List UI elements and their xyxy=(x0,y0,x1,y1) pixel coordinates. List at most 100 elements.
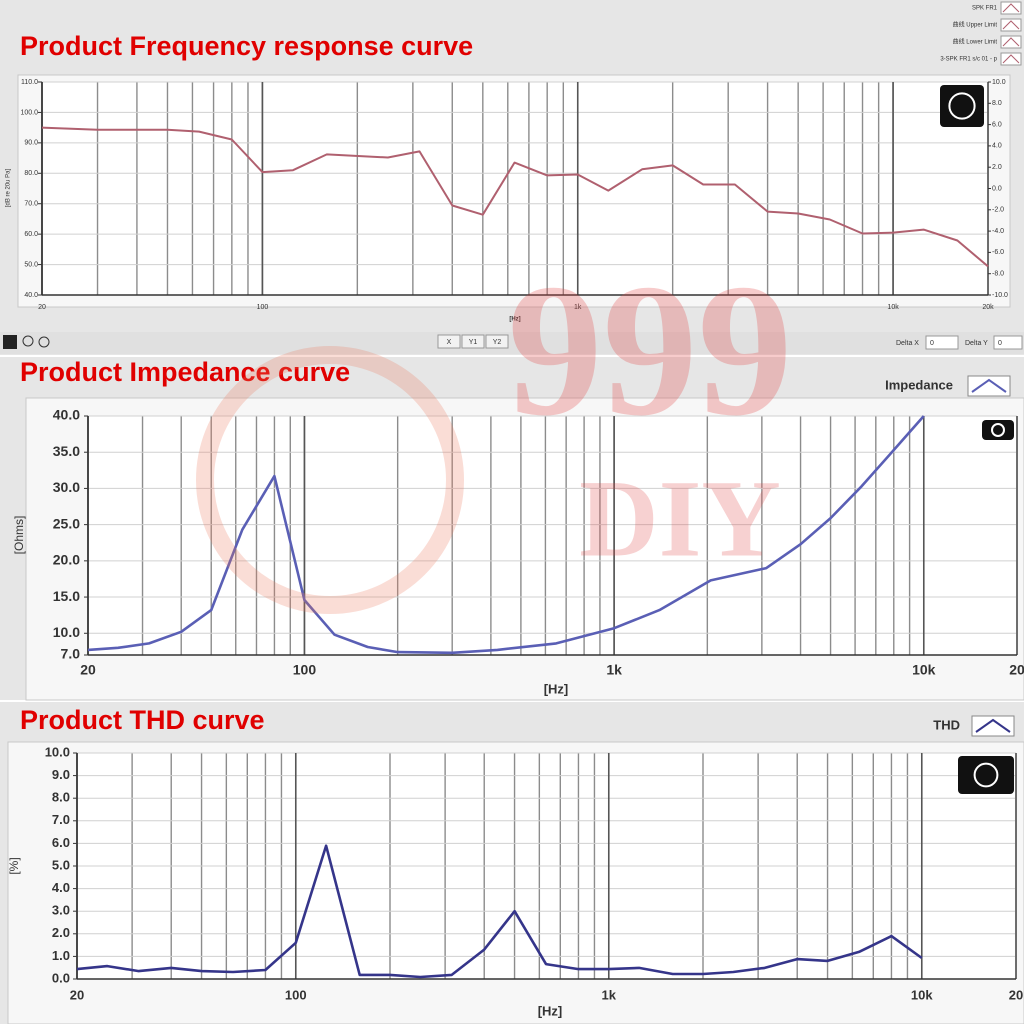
watermark-number: 999 xyxy=(508,246,793,456)
watermark-brand: DIY xyxy=(579,457,781,579)
legend-icon xyxy=(1000,18,1022,32)
toolbar xyxy=(0,332,1024,354)
x-tick-label: 100 xyxy=(257,304,269,311)
toolbar-button[interactable] xyxy=(485,334,509,349)
legend-swatch xyxy=(1002,20,1020,30)
chart-title: Product THD curve xyxy=(20,705,265,735)
y-tick-label: 5.0 xyxy=(52,857,70,872)
y-tick-label: 40.0 xyxy=(53,407,80,423)
y2-tick-label: -4.0 xyxy=(992,228,1004,235)
y2-tick-label: 8.0 xyxy=(992,100,1002,107)
y-tick-label: 8.0 xyxy=(52,790,70,805)
y-tick-label: 70.0 xyxy=(24,201,38,208)
cursor-tool[interactable] xyxy=(3,335,17,349)
y2-tick-label: 6.0 xyxy=(992,121,1002,128)
legend-icon xyxy=(1000,1,1022,15)
zoom-tool[interactable] xyxy=(22,335,34,347)
y-tick-label: 10.0 xyxy=(53,624,80,640)
y-tick-label: 50.0 xyxy=(24,261,38,268)
view-icon xyxy=(982,420,1014,440)
y-tick-label: 110.0 xyxy=(21,79,38,86)
legend-label: 3-SPK FR1 s/c 01 - p xyxy=(940,57,997,63)
x-tick-label: 100 xyxy=(285,987,307,1002)
x-tick-label: 20 xyxy=(80,662,96,678)
x-axis-label: [Hz] xyxy=(538,1003,563,1018)
y-tick-label: 30.0 xyxy=(53,479,80,495)
legend-swatch xyxy=(971,378,1007,393)
legend-label: 曲线 Upper Limit xyxy=(953,21,998,29)
delta-x-box[interactable] xyxy=(925,335,959,350)
y-tick-label: 2.0 xyxy=(52,925,70,940)
delta-x-value: 0 xyxy=(930,340,934,347)
x-axis-label: [Hz] xyxy=(509,317,520,323)
view-icon-head xyxy=(948,92,976,120)
y-tick-label: 20.0 xyxy=(53,552,80,568)
x-tick-label: 10k xyxy=(887,304,899,311)
delta-y-value: 0 xyxy=(998,340,1002,347)
legend-label: 曲线 Lower Limit xyxy=(953,38,998,46)
y2-tick-label: -6.0 xyxy=(992,249,1004,256)
legend-icon xyxy=(1000,35,1022,49)
y2-tick-label: 0.0 xyxy=(992,185,1002,192)
x-tick-label: 10k xyxy=(911,987,933,1002)
y-tick-label: 0.0 xyxy=(52,970,70,985)
series-line xyxy=(76,844,923,979)
delta-y-label: Delta Y xyxy=(965,340,988,347)
series-line xyxy=(41,126,989,268)
toolbar-button[interactable] xyxy=(437,334,461,349)
y-axis-label: [Ohms] xyxy=(12,516,26,555)
x-tick-label: 1k xyxy=(574,304,582,311)
y2-tick-label: 10.0 xyxy=(992,79,1006,86)
toolbar-button-label: Y1 xyxy=(469,339,478,346)
x-tick-label: 20 xyxy=(1009,662,1024,678)
x-tick-label: 20 xyxy=(70,987,84,1002)
x-tick-label: 20 xyxy=(1009,987,1023,1002)
series-line xyxy=(87,415,925,655)
x-tick-label: 10k xyxy=(912,662,936,678)
y-tick-label: 90.0 xyxy=(24,140,38,147)
view-icon xyxy=(940,85,984,127)
view-icon xyxy=(958,756,1014,794)
watermark-ring xyxy=(196,346,464,614)
y-tick-label: 40.0 xyxy=(24,292,38,299)
chart-title: Product Frequency response curve xyxy=(20,31,473,61)
y-tick-label: 6.0 xyxy=(52,835,70,850)
y-tick-label: 25.0 xyxy=(53,515,80,531)
y-tick-label: 10.0 xyxy=(45,744,70,759)
legend-label: SPK FR1 xyxy=(972,6,998,12)
toolbar-button-label: X xyxy=(447,339,452,346)
legend-icon xyxy=(967,375,1011,397)
y-tick-label: 80.0 xyxy=(24,170,38,177)
y-tick-label: 35.0 xyxy=(53,443,80,459)
y-axis-label: [dB re 20u Pa] xyxy=(6,168,12,207)
legend-swatch xyxy=(1002,3,1020,13)
legend-label: THD xyxy=(933,717,960,732)
legend-swatch xyxy=(1002,54,1020,64)
y2-tick-label: -8.0 xyxy=(992,271,1004,278)
y2-tick-label: -10.0 xyxy=(992,292,1008,299)
y2-tick-label: 4.0 xyxy=(992,143,1002,150)
y-axis-label: [%] xyxy=(7,857,21,874)
y2-tick-label: -2.0 xyxy=(992,207,1004,214)
toolbar-button[interactable] xyxy=(461,334,485,349)
plot-inner xyxy=(42,82,988,295)
chart-title: Product Impedance curve xyxy=(20,357,350,387)
y2-tick-label: 2.0 xyxy=(992,164,1002,171)
legend-swatch xyxy=(975,718,1011,733)
y-tick-label: 7.0 xyxy=(61,646,81,662)
x-tick-label: 100 xyxy=(293,662,317,678)
y-tick-label: 1.0 xyxy=(52,948,70,963)
legend-swatch xyxy=(1002,37,1020,47)
x-tick-label: 1k xyxy=(602,987,617,1002)
plot-inner xyxy=(88,416,1017,655)
x-tick-label: 20 xyxy=(38,304,46,311)
legend-icon xyxy=(1000,52,1022,66)
pan-tool[interactable] xyxy=(38,336,50,348)
y-tick-label: 15.0 xyxy=(53,588,80,604)
legend-icon xyxy=(971,715,1015,737)
delta-y-box[interactable] xyxy=(993,335,1023,350)
y-tick-label: 4.0 xyxy=(52,880,70,895)
view-icon-head xyxy=(991,423,1005,437)
x-axis-label: [Hz] xyxy=(544,681,569,696)
